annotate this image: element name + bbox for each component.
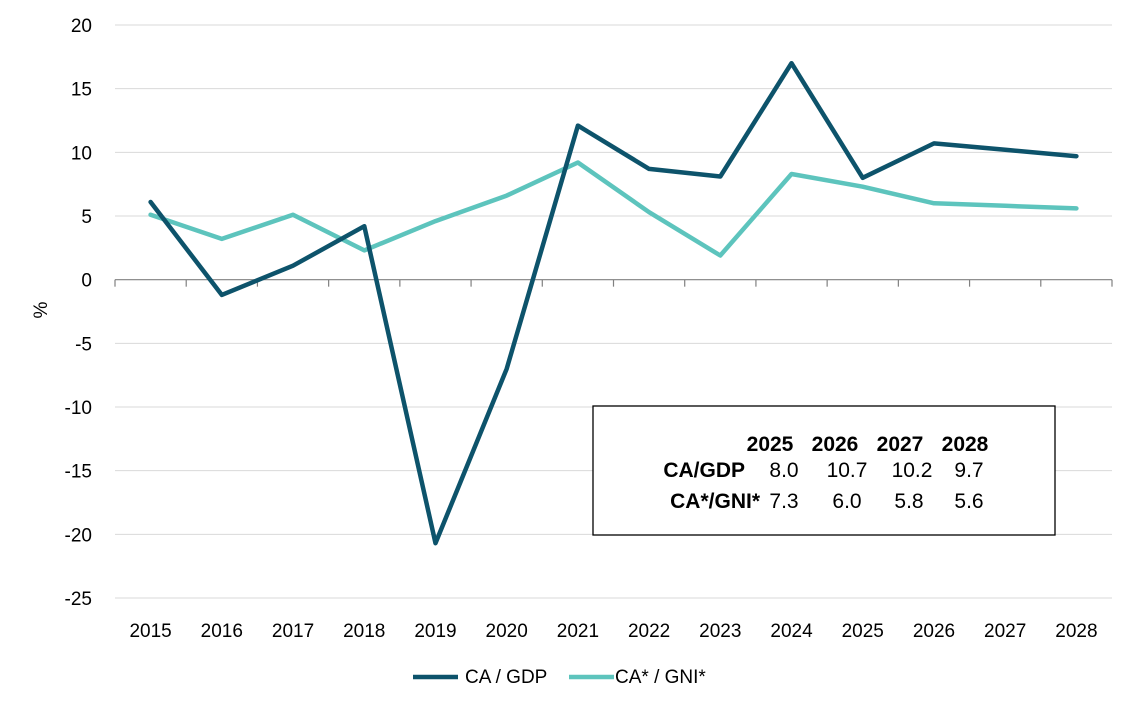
table-cell-ca-gdp-2028: 9.7 — [954, 459, 983, 482]
table-header-2027: 2027 — [877, 433, 924, 456]
x-tick-label: 2021 — [557, 621, 599, 642]
y-tick-label: 5 — [81, 207, 92, 228]
summary-table: 2025 2026 2027 2028 CA/GDP 8.0 10.7 10.2… — [592, 405, 1056, 536]
x-tick-label: 2020 — [486, 621, 528, 642]
y-tick-label: -10 — [65, 398, 92, 419]
x-tick-label: 2027 — [984, 621, 1026, 642]
x-tick-label: 2025 — [842, 621, 884, 642]
legend-label-ca-gni: CA* / GNI* — [615, 667, 706, 688]
table-cell-ca-gni-2025: 7.3 — [769, 490, 798, 513]
table-header-2026: 2026 — [812, 433, 859, 456]
series-line-ca-gdp — [148, 60, 1079, 546]
y-tick-label: -15 — [65, 462, 92, 483]
y-tick-label: -25 — [65, 589, 92, 610]
x-tick-label: 2026 — [913, 621, 955, 642]
x-tick-label: 2019 — [414, 621, 456, 642]
table-cell-ca-gdp-2026: 10.7 — [827, 459, 868, 482]
x-tick-label: 2015 — [129, 621, 171, 642]
y-tick-label: 20 — [71, 16, 92, 37]
x-tick-label: 2024 — [770, 621, 813, 642]
y-tick-label: -20 — [65, 525, 92, 546]
table-cell-ca-gni-2027: 5.8 — [894, 490, 923, 513]
table-cell-ca-gni-2028: 5.6 — [954, 490, 983, 513]
x-tick-label: 2016 — [201, 621, 243, 642]
y-tick-label: 10 — [71, 143, 92, 164]
x-tick-label: 2022 — [628, 621, 670, 642]
summary-table-border — [592, 405, 1056, 536]
series-line-ca-gni — [148, 160, 1079, 258]
y-tick-label: -5 — [75, 334, 92, 355]
legend-label-ca-gdp: CA / GDP — [465, 667, 547, 688]
table-cell-ca-gdp-2027: 10.2 — [892, 459, 933, 482]
x-axis: 2015 2016 2017 2018 2019 2020 2021 2022 2023 2024… — [114, 279, 1113, 642]
table-header-2028: 2028 — [942, 433, 989, 456]
y-tick-label: 0 — [81, 271, 92, 292]
table-cell-ca-gni-2026: 6.0 — [832, 490, 861, 513]
table-header-2025: 2025 — [747, 433, 794, 456]
table-cell-ca-gdp-2025: 8.0 — [769, 459, 798, 482]
y-tick-label: 15 — [71, 80, 92, 101]
x-tick-label: 2028 — [1055, 621, 1097, 642]
y-axis-title: % — [31, 301, 52, 318]
y-axis: 20 15 10 5 0 -5 -10 -15 -20 -25 — [65, 16, 92, 610]
series-lines — [148, 60, 1079, 546]
table-row-label-ca-gni: CA*/GNI* — [670, 490, 761, 513]
legend: CA / GDP CA* / GNI* — [413, 667, 706, 688]
x-tick-label: 2023 — [699, 621, 741, 642]
x-tick-label: 2018 — [343, 621, 385, 642]
table-row-label-ca-gdp: CA/GDP — [663, 459, 745, 482]
x-tick-label: 2017 — [272, 621, 314, 642]
